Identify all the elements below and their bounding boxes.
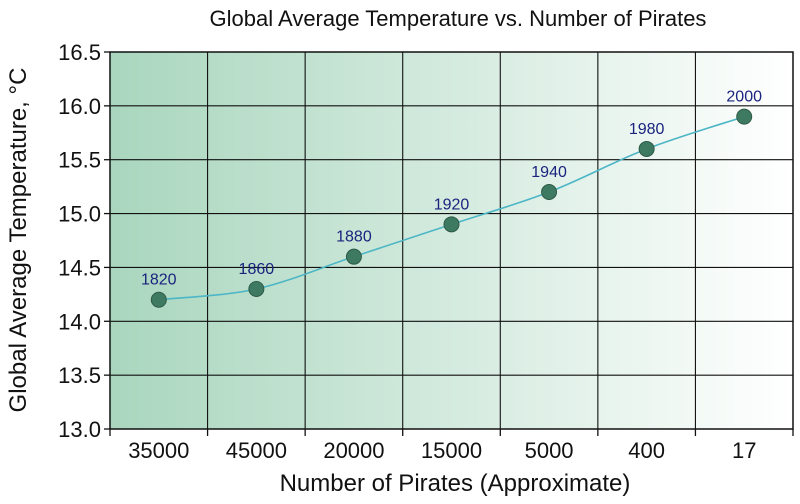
plot-area bbox=[110, 52, 793, 429]
y-tick-label-1: 13.5 bbox=[58, 363, 101, 388]
point-labels: 1820 1860 1880 1920 1940 1980 2000 bbox=[141, 89, 762, 289]
y-axis-ticks: 13.0 13.5 14.0 14.5 15.0 15.5 16.0 16.5 bbox=[58, 40, 110, 442]
point-label-1980: 1980 bbox=[629, 121, 665, 138]
x-tick-label-1: 45000 bbox=[226, 438, 287, 463]
y-tick-label-7: 16.5 bbox=[58, 40, 101, 65]
x-tick-label-5: 400 bbox=[628, 438, 665, 463]
y-tick-label-4: 15.0 bbox=[58, 202, 101, 227]
x-axis-label: Number of Pirates (Approximate) bbox=[280, 470, 631, 497]
plot-frame bbox=[109, 51, 794, 430]
x-axis-ticks: 35000 45000 20000 15000 5000 400 17 bbox=[109, 429, 794, 463]
y-tick-label-6: 16.0 bbox=[58, 94, 101, 119]
data-point-1860 bbox=[248, 280, 265, 297]
x-tick-label-3: 15000 bbox=[421, 438, 482, 463]
point-label-1940: 1940 bbox=[531, 164, 567, 181]
point-label-1860: 1860 bbox=[239, 261, 275, 278]
x-tick-label-4: 5000 bbox=[525, 438, 574, 463]
y-tick-label-5: 15.5 bbox=[58, 148, 101, 173]
y-tick-label-3: 14.5 bbox=[58, 255, 101, 280]
data-point-2000 bbox=[736, 108, 753, 125]
y-tick-label-0: 13.0 bbox=[58, 417, 101, 442]
y-axis-label: Global Average Temperature, °C bbox=[5, 68, 32, 413]
data-point-1820 bbox=[150, 291, 167, 308]
series-markers bbox=[150, 108, 753, 308]
x-tick-label-6: 17 bbox=[732, 438, 756, 463]
point-label-1820: 1820 bbox=[141, 272, 177, 289]
data-point-1920 bbox=[443, 216, 460, 233]
point-label-1920: 1920 bbox=[434, 196, 470, 213]
y-tick-label-2: 14.0 bbox=[58, 309, 101, 334]
chart-title: Global Average Temperature vs. Number of… bbox=[210, 6, 707, 31]
grid bbox=[110, 51, 793, 430]
data-point-1880 bbox=[345, 248, 362, 265]
point-label-1880: 1880 bbox=[336, 229, 372, 246]
data-point-1980 bbox=[638, 140, 655, 157]
point-label-2000: 2000 bbox=[726, 89, 762, 106]
data-point-1940 bbox=[541, 184, 558, 201]
x-tick-label-2: 20000 bbox=[323, 438, 384, 463]
x-tick-label-0: 35000 bbox=[128, 438, 189, 463]
